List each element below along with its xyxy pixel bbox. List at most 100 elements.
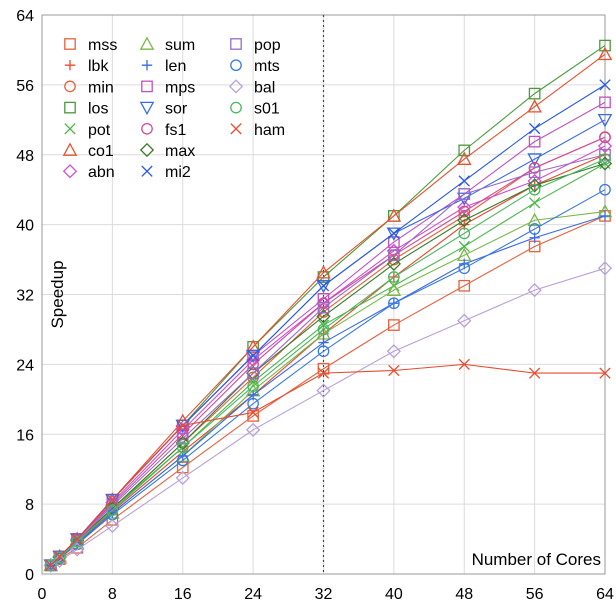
data-point-mps bbox=[528, 135, 541, 148]
legend-label-lbk: lbk bbox=[88, 58, 109, 75]
series-fs1 bbox=[44, 131, 611, 572]
y-tick-label: 32 bbox=[16, 288, 34, 305]
data-point-pop bbox=[247, 367, 259, 379]
series-line-s01 bbox=[50, 158, 606, 566]
tick-labels: 0 8 16 24 32 40 48 56 64 0 8 16 24 32 40 48 56 64 bbox=[16, 8, 614, 603]
series-mss bbox=[44, 210, 611, 572]
data-point-mps bbox=[388, 236, 400, 248]
data-point-s01 bbox=[528, 183, 541, 196]
legend-item-sor: sor bbox=[139, 101, 188, 118]
data-point-mps bbox=[317, 293, 330, 305]
legend-marker-fs1 bbox=[141, 122, 153, 135]
y-tick-label: 56 bbox=[16, 78, 34, 95]
data-point-mi2 bbox=[528, 122, 541, 135]
series-len bbox=[45, 210, 611, 571]
data-point-pop bbox=[458, 188, 471, 200]
legend-label-mss: mss bbox=[88, 37, 117, 54]
legend-marker-mss bbox=[64, 38, 76, 50]
legend-marker-max bbox=[139, 142, 155, 158]
legend-marker-sum bbox=[139, 36, 155, 50]
data-point-bal bbox=[105, 518, 120, 534]
legend-label-sum: sum bbox=[165, 37, 195, 54]
legend-item-min: min bbox=[64, 79, 114, 96]
series-mi2 bbox=[45, 79, 611, 571]
x-tick-label: 64 bbox=[596, 586, 614, 603]
y-tick-label: 16 bbox=[16, 427, 34, 444]
data-point-mts bbox=[317, 345, 330, 358]
data-point-pop bbox=[388, 249, 400, 262]
legend-item-sum: sum bbox=[139, 36, 195, 54]
legend-marker-co1 bbox=[62, 142, 78, 156]
data-point-ham bbox=[177, 419, 189, 432]
data-point-ham bbox=[45, 559, 57, 571]
data-point-mss bbox=[247, 410, 259, 422]
data-point-los bbox=[599, 39, 611, 52]
x-tick-label: 40 bbox=[385, 586, 403, 603]
legend-item-max: max bbox=[139, 142, 195, 160]
x-axis-label: Number of Cores bbox=[472, 550, 601, 569]
data-point-bal bbox=[386, 344, 401, 359]
data-point-ham bbox=[528, 367, 541, 379]
data-point-mts bbox=[388, 297, 400, 310]
data-point-bal bbox=[175, 470, 190, 486]
y-tick-label: 64 bbox=[16, 8, 34, 25]
data-point-mi2 bbox=[388, 227, 400, 240]
legend-label-co1: co1 bbox=[88, 143, 114, 160]
data-point-ham bbox=[53, 550, 66, 563]
y-tick-label: 48 bbox=[16, 148, 34, 165]
data-point-fs1 bbox=[247, 358, 259, 371]
legend-marker-len bbox=[141, 60, 153, 71]
x-tick-label: 16 bbox=[174, 586, 192, 603]
legend-label-pop: pop bbox=[254, 37, 281, 54]
series-line-len bbox=[50, 215, 606, 566]
data-point-bal bbox=[316, 383, 331, 398]
legend-label-max: max bbox=[165, 143, 195, 160]
data-point-bal bbox=[597, 261, 613, 276]
legend-label-ham: ham bbox=[254, 122, 285, 139]
y-tick-label: 40 bbox=[16, 218, 34, 235]
legend-marker-los bbox=[64, 101, 76, 114]
data-point-s01 bbox=[106, 504, 119, 517]
legend-label-mi2: mi2 bbox=[165, 164, 191, 181]
x-tick-label: 32 bbox=[315, 586, 333, 603]
data-point-mts bbox=[247, 397, 259, 410]
legend-item-mi2: mi2 bbox=[141, 164, 191, 181]
data-point-sor bbox=[175, 419, 191, 434]
data-point-s01 bbox=[599, 153, 611, 165]
legend-item-mts: mts bbox=[230, 58, 280, 75]
data-point-max bbox=[175, 435, 190, 451]
y-tick-label: 0 bbox=[25, 567, 34, 584]
data-point-ham bbox=[388, 364, 400, 377]
series-line-min bbox=[50, 136, 606, 566]
data-point-los bbox=[458, 144, 471, 157]
data-point-bal bbox=[52, 553, 67, 569]
legend-item-ham: ham bbox=[230, 122, 285, 139]
series-line-ham bbox=[50, 363, 605, 566]
data-point-s01 bbox=[247, 380, 259, 393]
legend-marker-mps bbox=[141, 80, 153, 93]
series-pop bbox=[44, 148, 611, 572]
data-point-mi2 bbox=[599, 79, 611, 91]
legend-marker-mts bbox=[230, 59, 242, 72]
data-point-pop bbox=[528, 166, 541, 179]
data-point-sor bbox=[386, 227, 402, 241]
data-point-pot bbox=[458, 240, 470, 253]
data-point-fs1 bbox=[599, 131, 611, 144]
legend-item-abn: abn bbox=[62, 164, 115, 181]
legend-item-s01: s01 bbox=[230, 101, 280, 118]
data-point-mss bbox=[458, 279, 471, 292]
series-lbk bbox=[45, 149, 611, 571]
legend-marker-pop bbox=[230, 38, 242, 50]
legend-item-pop: pop bbox=[230, 37, 281, 54]
legend-marker-abn bbox=[62, 164, 78, 179]
x-tick-label: 0 bbox=[38, 586, 47, 603]
data-point-pop bbox=[317, 301, 330, 314]
data-point-mts bbox=[599, 183, 611, 196]
legend-label-min: min bbox=[88, 79, 114, 96]
data-point-sor bbox=[527, 153, 542, 167]
data-point-max bbox=[246, 365, 261, 381]
legend-label-abn: abn bbox=[88, 164, 115, 181]
data-point-mts bbox=[528, 223, 541, 235]
legend-item-len: len bbox=[141, 58, 186, 75]
data-point-pot bbox=[317, 319, 330, 331]
